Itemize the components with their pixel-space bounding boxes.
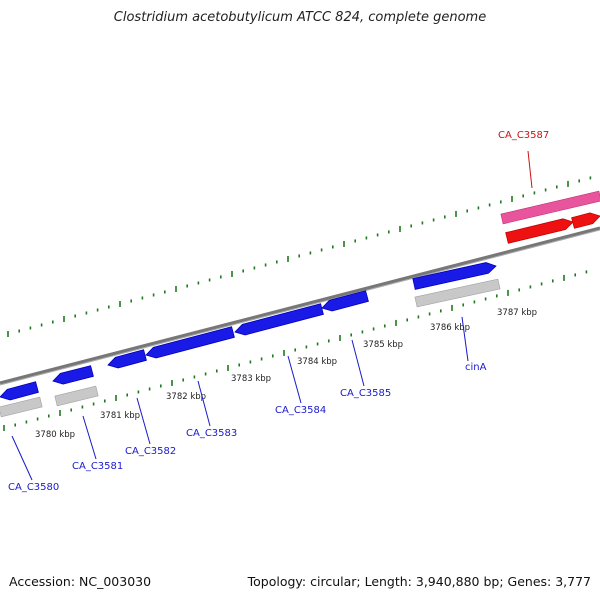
genome-stats-text: Topology: circular; Length: 3,940,880 bp… — [247, 574, 591, 589]
gene-label[interactable]: CA_C3582 — [125, 446, 176, 457]
gene-label[interactable]: CA_C3585 — [340, 388, 391, 399]
gene-arrow-ca-c3584[interactable] — [234, 303, 324, 336]
highlight-track-ca-c3587[interactable] — [500, 190, 600, 225]
accession-text: Accession: NC_003030 — [9, 574, 152, 589]
gene-label[interactable]: CA_C3581 — [72, 461, 123, 472]
gene-label-leader — [287, 355, 302, 404]
gene-label[interactable]: cinA — [465, 362, 487, 373]
kbp-label: 3780 kbp — [35, 430, 75, 440]
gene-arrow-ca-c3587[interactable] — [505, 218, 574, 244]
gene-label[interactable]: CA_C3580 — [8, 482, 59, 493]
gene-label-leader — [11, 435, 33, 481]
kbp-label: 3786 kbp — [430, 323, 470, 333]
feature-bar-ca-c3580[interactable] — [0, 396, 43, 418]
kbp-label: 3785 kbp — [363, 340, 403, 350]
genome-backbone-shadow — [0, 229, 600, 386]
gene-label[interactable]: CA_C3583 — [186, 428, 237, 439]
gene-arrow-ca-c3588[interactable] — [571, 212, 600, 229]
feature-bar-cina[interactable] — [414, 278, 501, 308]
gene-arrow-cina[interactable] — [412, 262, 497, 290]
gene-label[interactable]: CA_C3587 — [498, 130, 549, 141]
gene-label-leader — [351, 339, 365, 387]
gene-arrow-ca-c3583[interactable] — [145, 326, 235, 359]
kbp-label: 3782 kbp — [166, 392, 206, 402]
kbp-label: 3783 kbp — [231, 374, 271, 384]
gene-arrow-ca-c3585[interactable] — [321, 290, 369, 312]
gene-label-leader — [82, 415, 97, 460]
gene-label-leader — [461, 316, 469, 362]
gene-arrow-ca-c3581[interactable] — [52, 365, 94, 385]
genome-backbone — [0, 226, 600, 385]
gene-arrow-ca-c3580[interactable] — [0, 381, 39, 401]
feature-bar-ca-c3581[interactable] — [54, 385, 99, 407]
gene-label[interactable]: CA_C3584 — [275, 405, 326, 416]
gene-arrow-ca-c3582[interactable] — [107, 349, 147, 369]
kbp-label: 3787 kbp — [497, 308, 537, 318]
map-title: Clostridium acetobutylicum ATCC 824, com… — [113, 10, 487, 25]
gene-label-leader — [197, 380, 211, 427]
gene-label-leader — [527, 150, 533, 189]
kbp-label: 3781 kbp — [100, 411, 140, 421]
gene-label-leader — [136, 397, 151, 445]
kbp-label: 3784 kbp — [297, 357, 337, 367]
